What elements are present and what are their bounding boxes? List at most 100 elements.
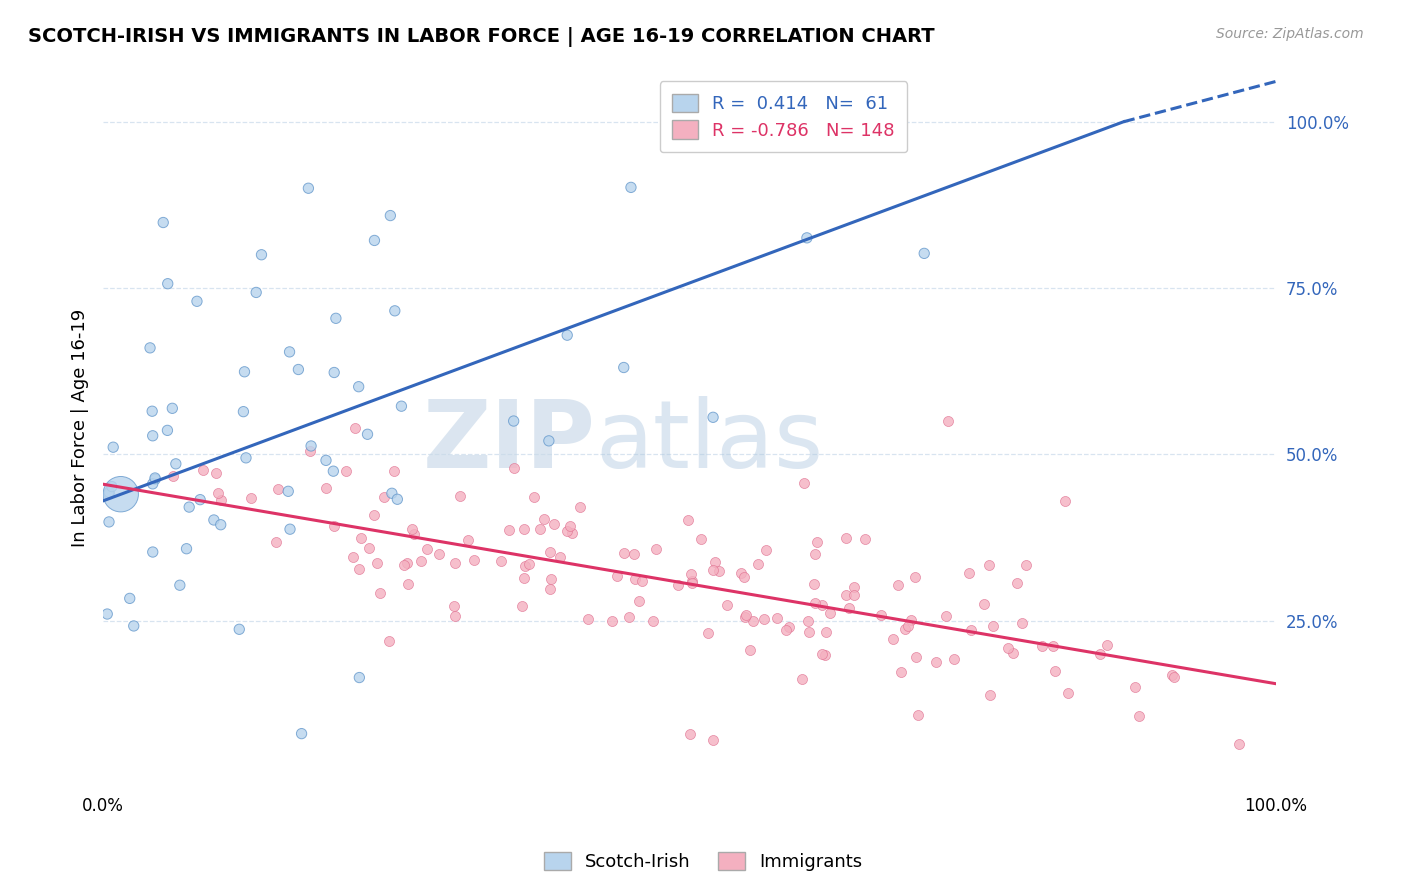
- Point: [752, 612, 775, 626]
- Point: [617, 609, 640, 624]
- Point: [427, 547, 450, 561]
- Point: [1123, 680, 1146, 694]
- Point: [645, 541, 668, 556]
- Legend: Scotch-Irish, Immigrants: Scotch-Irish, Immigrants: [536, 845, 870, 879]
- Point: [325, 311, 347, 326]
- Point: [716, 598, 738, 612]
- Point: [416, 541, 439, 556]
- Point: [366, 556, 388, 570]
- Point: [844, 588, 866, 602]
- Point: [205, 466, 228, 480]
- Point: [315, 453, 337, 467]
- Point: [540, 573, 562, 587]
- Point: [811, 648, 834, 662]
- Point: [555, 328, 578, 343]
- Point: [679, 567, 702, 582]
- Point: [404, 527, 426, 541]
- Point: [299, 439, 322, 453]
- Point: [613, 360, 636, 375]
- Point: [322, 464, 344, 478]
- Point: [818, 606, 841, 620]
- Point: [870, 607, 893, 622]
- Point: [98, 485, 121, 500]
- Point: [907, 708, 929, 723]
- Point: [209, 492, 232, 507]
- Point: [643, 614, 665, 628]
- Point: [627, 594, 650, 608]
- Point: [156, 277, 179, 291]
- Point: [179, 500, 201, 514]
- Point: [298, 444, 321, 458]
- Point: [373, 491, 395, 505]
- Point: [387, 492, 409, 507]
- Point: [384, 303, 406, 318]
- Point: [381, 486, 404, 500]
- Point: [513, 522, 536, 536]
- Point: [1002, 646, 1025, 660]
- Point: [513, 559, 536, 574]
- Point: [1005, 576, 1028, 591]
- Point: [235, 450, 257, 465]
- Point: [897, 618, 920, 632]
- Point: [775, 623, 797, 637]
- Point: [378, 634, 401, 648]
- Point: [350, 531, 373, 545]
- Point: [1128, 709, 1150, 723]
- Point: [101, 479, 124, 493]
- Point: [510, 599, 533, 613]
- Point: [797, 624, 820, 639]
- Point: [502, 414, 524, 428]
- Point: [778, 620, 800, 634]
- Point: [936, 414, 959, 428]
- Point: [523, 490, 546, 504]
- Point: [561, 525, 583, 540]
- Point: [1090, 647, 1112, 661]
- Point: [1163, 670, 1185, 684]
- Point: [245, 285, 267, 300]
- Point: [623, 547, 645, 561]
- Point: [250, 248, 273, 262]
- Point: [681, 574, 703, 588]
- Point: [981, 619, 1004, 633]
- Point: [513, 571, 536, 585]
- Point: [143, 472, 166, 486]
- Text: Source: ZipAtlas.com: Source: ZipAtlas.com: [1216, 27, 1364, 41]
- Point: [1042, 639, 1064, 653]
- Point: [796, 615, 818, 629]
- Point: [519, 558, 541, 572]
- Point: [142, 476, 165, 491]
- Point: [900, 613, 922, 627]
- Point: [401, 522, 423, 536]
- Point: [449, 489, 471, 503]
- Point: [176, 541, 198, 556]
- Point: [702, 410, 724, 425]
- Point: [742, 614, 765, 628]
- Point: [356, 427, 378, 442]
- Point: [202, 513, 225, 527]
- Point: [533, 512, 555, 526]
- Point: [912, 246, 935, 260]
- Point: [323, 366, 346, 380]
- Point: [905, 649, 928, 664]
- Point: [735, 608, 758, 623]
- Point: [382, 464, 405, 478]
- Point: [935, 609, 957, 624]
- Point: [959, 623, 981, 637]
- Point: [363, 234, 385, 248]
- Point: [979, 688, 1001, 702]
- Point: [297, 181, 319, 195]
- Point: [973, 597, 995, 611]
- Point: [702, 733, 724, 747]
- Point: [186, 294, 208, 309]
- Point: [139, 341, 162, 355]
- Point: [890, 665, 912, 679]
- Point: [977, 558, 1000, 573]
- Point: [232, 404, 254, 418]
- Point: [110, 487, 132, 501]
- Point: [463, 552, 485, 566]
- Point: [169, 578, 191, 592]
- Text: atlas: atlas: [596, 396, 824, 488]
- Point: [894, 622, 917, 636]
- Point: [755, 542, 778, 557]
- Point: [543, 516, 565, 531]
